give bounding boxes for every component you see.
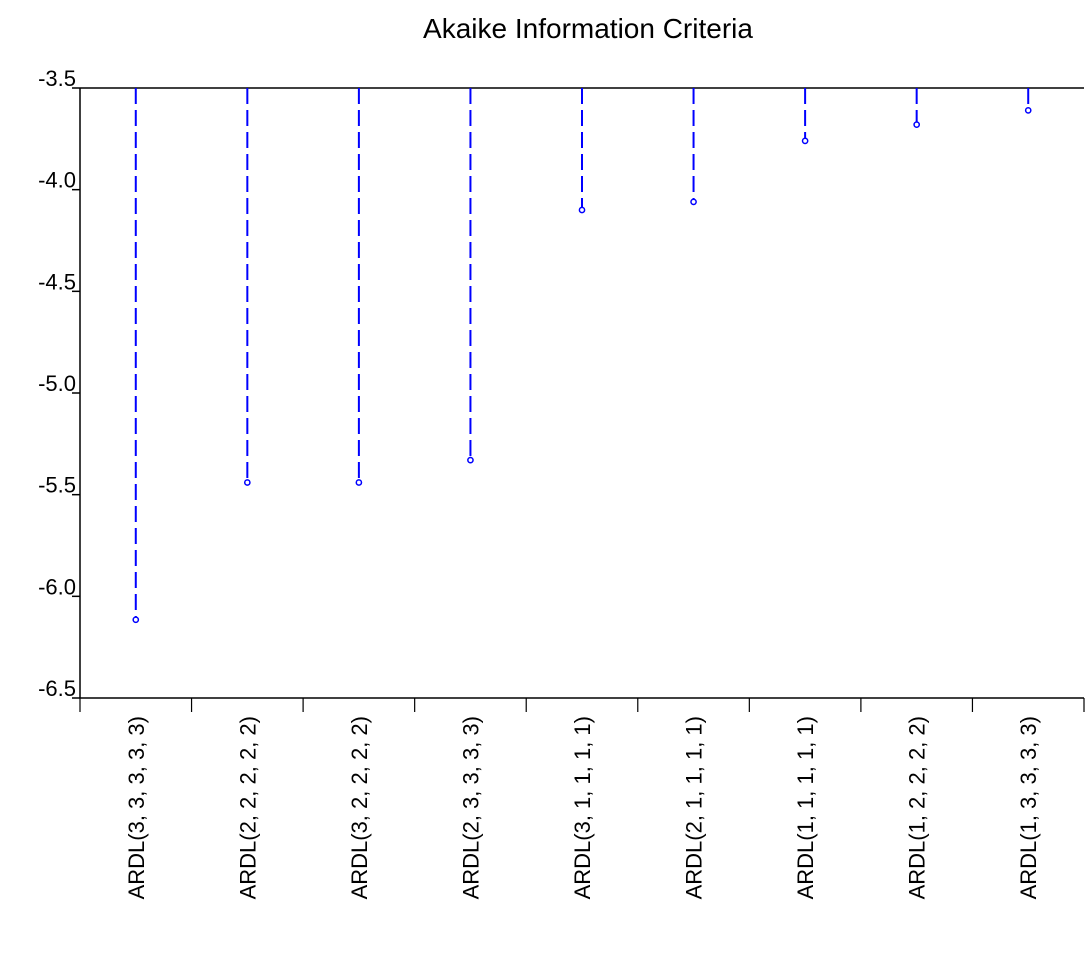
y-tick-label: -5.5 (38, 473, 76, 498)
data-point (690, 198, 697, 206)
y-tick-label: -5.0 (38, 371, 76, 396)
data-point (801, 137, 809, 145)
x-tick-label: ARDL(2, 1, 1, 1, 1) (682, 716, 707, 899)
y-tick-label: -3.5 (38, 66, 76, 91)
data-point (355, 479, 363, 486)
y-axis-ticks: -3.5 -4.0 -4.5 -5.0 -5.5 -6.0 -6.5 (38, 66, 80, 701)
x-tick-label: ARDL(3, 2, 2, 2, 2) (347, 716, 372, 899)
data-point (1024, 107, 1032, 114)
x-tick-label: ARDL(2, 3, 3, 3, 3) (458, 716, 483, 899)
x-tick-label: ARDL(1, 1, 1, 1, 1) (793, 716, 818, 899)
data-point (132, 616, 140, 624)
data-point (243, 479, 251, 486)
series-droplines (134, 88, 1030, 620)
series-points (132, 107, 1032, 624)
x-tick-label: ARDL(2, 2, 2, 2, 2) (235, 716, 260, 899)
x-tick-label: ARDL(3, 1, 1, 1, 1) (570, 716, 595, 899)
y-tick-label: -6.0 (38, 574, 76, 599)
x-tick-label: ARDL(1, 3, 3, 3, 3) (1016, 716, 1041, 899)
chart-title: Akaike Information Criteria (423, 13, 753, 44)
y-tick-label: -6.5 (38, 676, 76, 701)
data-point (913, 121, 921, 128)
y-tick-label: -4.5 (38, 269, 76, 294)
x-axis-ticks: ARDL(3, 3, 3, 3, 3) ARDL(2, 2, 2, 2, 2) AR… (79, 698, 1085, 899)
data-point (467, 456, 474, 464)
data-point (578, 206, 586, 214)
x-tick-label: ARDL(1, 2, 2, 2, 2) (905, 716, 930, 899)
x-tick-label: ARDL(3, 3, 3, 3, 3) (124, 716, 149, 899)
y-tick-label: -4.0 (38, 168, 76, 193)
